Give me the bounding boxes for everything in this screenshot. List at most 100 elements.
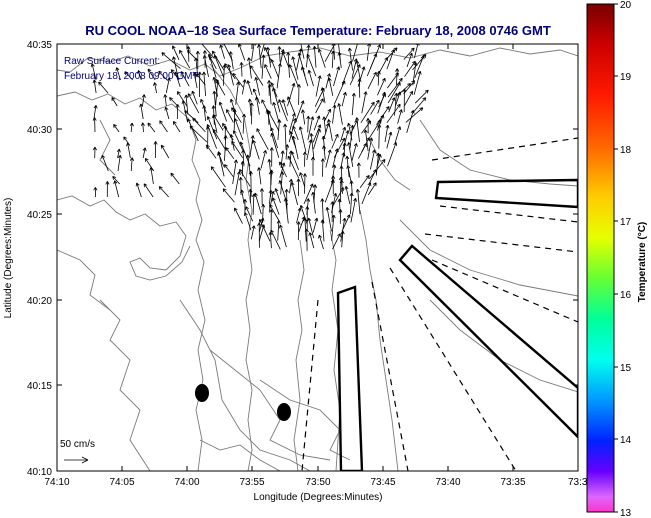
- current-vector-arrow: [307, 116, 315, 141]
- current-vector-arrow: [304, 228, 309, 251]
- current-vector-arrow: [332, 104, 337, 124]
- current-vector-arrow: [325, 149, 332, 168]
- current-vector-arrow: [105, 181, 110, 198]
- current-vector-arrow: [386, 131, 393, 149]
- current-vector-arrow: [320, 219, 325, 242]
- current-vector-arrow: [366, 118, 371, 134]
- current-vector-arrow: [366, 44, 372, 61]
- current-vector-arrow: [414, 55, 425, 79]
- colorbar-label: Temperature (°C): [637, 222, 648, 303]
- current-vector-arrow: [261, 54, 266, 79]
- current-vector-arrow: [394, 126, 402, 144]
- current-vector-arrow: [92, 117, 97, 133]
- current-vector-arrow: [260, 150, 267, 169]
- current-vector-arrow: [173, 121, 181, 133]
- current-vector-arrow: [143, 183, 154, 198]
- current-vector-arrow: [269, 147, 274, 167]
- current-vector-arrow: [327, 77, 334, 96]
- x-axis-label: Longitude (Degrees:Minutes): [254, 492, 383, 503]
- current-vector-arrow: [217, 151, 225, 177]
- map-area: Raw Surface Current: February 18, 2008 0…: [57, 44, 578, 471]
- current-vector-arrow: [258, 218, 271, 242]
- current-vector-arrow: [312, 217, 319, 233]
- current-vector-arrow: [270, 82, 278, 98]
- current-vector-arrow: [355, 117, 360, 142]
- current-vector-arrow: [302, 151, 307, 167]
- current-vector-arrow: [278, 99, 288, 122]
- current-vector-arrow: [277, 46, 282, 62]
- current-vector-arrow: [147, 68, 156, 81]
- current-vector-arrow: [412, 62, 418, 86]
- current-vector-arrow: [395, 91, 402, 106]
- current-vector-arrow: [292, 125, 299, 141]
- current-vector-arrow: [287, 155, 299, 179]
- current-vector-arrow: [367, 71, 377, 89]
- current-vector-arrow: [303, 217, 308, 242]
- current-vector-arrow: [159, 120, 168, 133]
- current-vector-arrow: [337, 198, 342, 215]
- current-vector-arrow: [331, 50, 336, 68]
- current-vector-arrow: [303, 183, 314, 205]
- current-vector-arrow: [232, 159, 238, 185]
- current-vector-arrow: [387, 142, 398, 167]
- current-vector-arrow: [239, 62, 244, 77]
- current-vector-arrow: [413, 70, 422, 95]
- current-vector-arrow: [342, 130, 350, 150]
- current-vector-arrow: [113, 124, 120, 133]
- current-vector-arrow: [213, 54, 225, 78]
- current-vector-arrow: [323, 108, 332, 122]
- current-vector-arrow: [247, 57, 252, 79]
- current-vector-arrow: [276, 63, 282, 89]
- y-tick-label: 40:15: [27, 381, 52, 392]
- current-vector-arrow: [340, 217, 347, 242]
- current-vector-arrow: [245, 206, 254, 222]
- current-vector-arrow: [276, 220, 281, 241]
- annotation-line-2: February 18, 2008 09:00 GMT: [64, 71, 199, 82]
- current-vector-arrow: [246, 80, 253, 96]
- current-vector-arrow: [241, 113, 247, 134]
- current-vector-arrow: [267, 110, 280, 132]
- current-vector-arrow: [153, 82, 158, 94]
- current-vector-arrow: [307, 69, 314, 87]
- current-vector-arrow: [270, 132, 280, 158]
- current-vector-arrow: [115, 67, 121, 81]
- current-vector-arrow: [267, 84, 272, 105]
- x-tick-label: 73:55: [239, 477, 264, 488]
- current-vector-arrow: [192, 72, 198, 89]
- current-vector-arrow: [306, 44, 311, 68]
- current-vector-arrow: [257, 44, 262, 69]
- current-vector-arrow: [210, 166, 226, 188]
- current-vector-arrow: [355, 188, 361, 215]
- current-vector-arrow: [93, 104, 98, 120]
- current-vector-arrow: [213, 114, 224, 131]
- current-vector-arrow: [256, 128, 269, 150]
- current-vector-arrow: [269, 209, 274, 232]
- current-vector-arrow: [296, 178, 301, 196]
- current-vector-arrow: [270, 127, 278, 149]
- current-vector-arrow: [376, 114, 385, 131]
- current-vector-arrow: [318, 234, 324, 250]
- current-vector-arrow: [404, 90, 413, 106]
- current-vector-arrow: [179, 49, 191, 69]
- current-vector-arrow: [301, 109, 306, 125]
- current-vector-arrow: [325, 206, 332, 232]
- current-vector-arrow: [321, 135, 326, 151]
- current-vector-arrow: [322, 145, 327, 160]
- current-vector-arrow: [232, 130, 244, 150]
- current-vector-arrow: [281, 99, 289, 116]
- colorbar-tick-label: 17: [620, 217, 632, 228]
- current-vector-arrow: [249, 135, 255, 158]
- current-vector-arrow: [406, 52, 413, 68]
- current-vector-arrow: [189, 125, 208, 143]
- current-vector-arrow: [331, 214, 336, 241]
- y-axis-label: Latitude (Degrees:Minutes): [3, 198, 14, 319]
- current-vector-arrow: [225, 147, 235, 160]
- current-vector-arrow: [212, 90, 217, 117]
- current-vector-arrow: [355, 60, 361, 79]
- current-vector-arrow: [300, 66, 309, 87]
- current-vector-arrow: [279, 161, 287, 178]
- current-vector-arrow: [279, 224, 287, 248]
- y-axis: 40:35 40:30 40:25 40:20 40:15 40:10 Lati…: [3, 40, 578, 478]
- current-vector-arrow: [139, 103, 144, 120]
- current-vector-arrow: [285, 144, 290, 160]
